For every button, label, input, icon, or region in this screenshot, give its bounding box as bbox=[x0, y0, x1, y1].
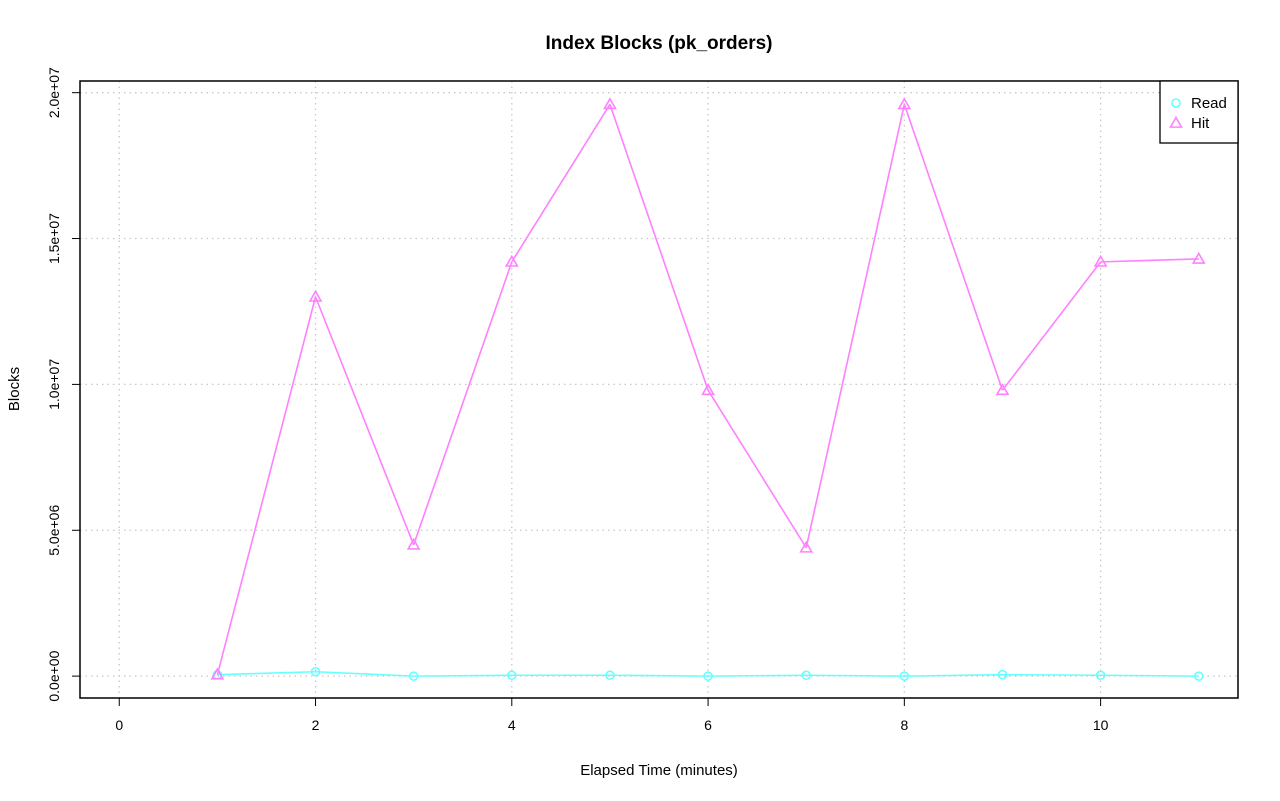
series-hit-segment bbox=[511, 103, 611, 263]
series-read-point bbox=[408, 671, 419, 681]
y-tick-label: 5.0e+06 bbox=[46, 505, 62, 556]
series-hit-segment bbox=[412, 261, 513, 546]
legend-label-hit: Hit bbox=[1191, 115, 1210, 132]
series-layer bbox=[210, 97, 1206, 681]
x-axis: 0 2 4 6 8 10 bbox=[115, 698, 1109, 733]
legend-box bbox=[1159, 80, 1239, 144]
y-tick-label: 1.5e+07 bbox=[46, 213, 62, 264]
legend-marker-hit bbox=[1169, 115, 1183, 128]
series-hit-segment bbox=[1100, 258, 1199, 263]
series-hit-segment bbox=[805, 104, 906, 548]
x-tick-label: 8 bbox=[900, 717, 908, 733]
legend-marker-read bbox=[1171, 98, 1181, 108]
series-hit-segment bbox=[609, 104, 709, 391]
series-read-segment bbox=[217, 670, 316, 676]
x-tick-label: 0 bbox=[115, 717, 123, 733]
series-hit-point bbox=[308, 289, 323, 302]
series-hit-point bbox=[995, 383, 1010, 396]
x-axis-label: Elapsed Time (minutes) bbox=[580, 762, 738, 779]
chart-title: Index Blocks (pk_orders) bbox=[545, 33, 772, 54]
series-read-point bbox=[899, 671, 910, 681]
series-hit-point bbox=[210, 667, 225, 680]
series-read-point bbox=[605, 670, 615, 681]
x-tick-label: 6 bbox=[704, 717, 712, 733]
y-tick-label: 0.0e+00 bbox=[46, 650, 62, 701]
series-hit-segment bbox=[314, 296, 415, 546]
series-read-point bbox=[506, 670, 517, 681]
series-read-segment bbox=[315, 670, 414, 677]
series-read-point bbox=[801, 670, 812, 681]
y-axis-label: Blocks bbox=[6, 367, 23, 411]
series-hit-point bbox=[897, 97, 912, 110]
series-read-segment bbox=[1100, 674, 1199, 677]
series-read-point bbox=[997, 669, 1008, 680]
series-read-segment bbox=[708, 674, 807, 677]
series-read-segment bbox=[413, 674, 512, 677]
x-tick-label: 2 bbox=[312, 717, 320, 733]
series-read-segment bbox=[904, 673, 1003, 677]
series-hit-segment bbox=[216, 296, 317, 675]
y-tick-label: 1.0e+07 bbox=[46, 359, 62, 410]
y-tick-label: 2.0e+07 bbox=[46, 67, 62, 118]
x-tick-label: 4 bbox=[508, 717, 516, 733]
series-read-segment bbox=[1002, 673, 1101, 677]
series-hit-segment bbox=[707, 389, 807, 549]
series-read-point bbox=[1193, 671, 1204, 681]
series-read-segment bbox=[609, 674, 709, 677]
series-read-point bbox=[310, 666, 321, 677]
y-axis: 0.0e+00 5.0e+06 1.0e+07 1.5e+07 2.0e+07 bbox=[46, 67, 80, 702]
series-hit-segment bbox=[1001, 261, 1102, 391]
series-read-segment bbox=[806, 674, 905, 677]
series-hit-point bbox=[504, 254, 519, 267]
series-hit-segment bbox=[903, 104, 1004, 391]
legend-label-read: Read bbox=[1191, 95, 1227, 112]
x-tick-label: 10 bbox=[1093, 717, 1109, 733]
series-hit-point bbox=[1191, 251, 1206, 264]
series-read bbox=[212, 666, 1204, 681]
series-hit-point bbox=[406, 537, 421, 550]
series-hit bbox=[210, 97, 1206, 680]
legend: Read Hit bbox=[1159, 80, 1239, 144]
series-hit-point bbox=[1093, 254, 1108, 267]
series-hit-point bbox=[701, 383, 715, 396]
grid-lines bbox=[80, 81, 1238, 698]
series-hit-point bbox=[799, 540, 814, 553]
series-read-point bbox=[1095, 670, 1106, 681]
series-hit-point bbox=[603, 97, 617, 110]
series-read-point bbox=[703, 671, 713, 681]
plot-frame bbox=[79, 80, 1239, 699]
